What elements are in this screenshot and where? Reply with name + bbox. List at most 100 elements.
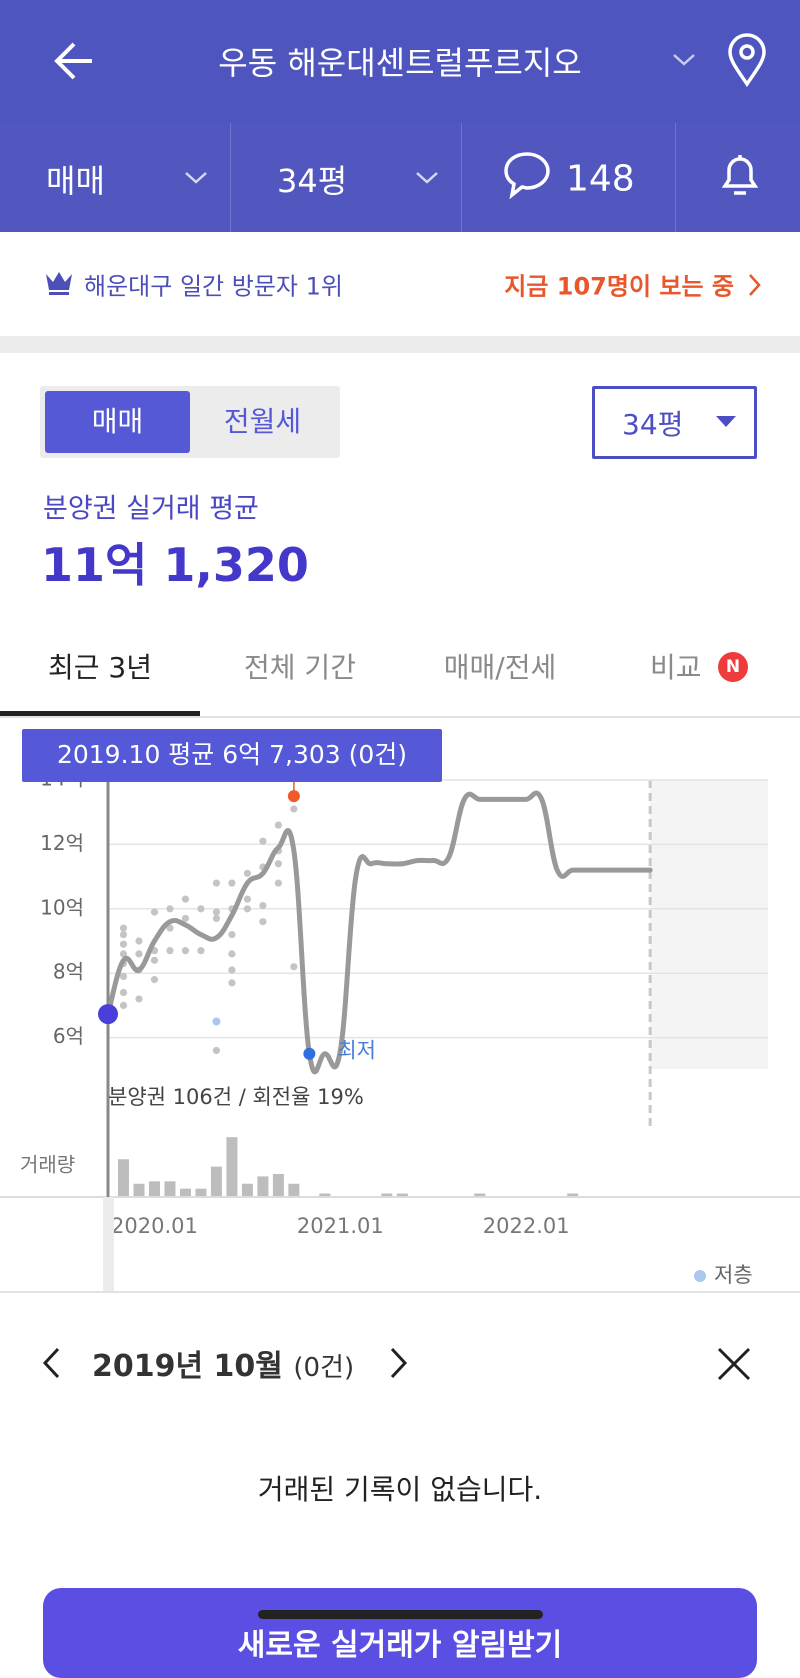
deal-dot <box>228 879 236 887</box>
alert-button-label[interactable]: 새로운 실거래가 알림받기 <box>237 1628 563 1663</box>
tooltip <box>22 729 442 782</box>
divider <box>461 123 462 232</box>
comment-icon[interactable] <box>502 150 552 200</box>
comment-count[interactable]: 148 <box>566 158 635 200</box>
filter-bar <box>0 123 800 232</box>
volume-bar <box>164 1181 176 1196</box>
deal-dot <box>150 908 159 916</box>
close-button[interactable] <box>716 1346 752 1382</box>
deal-dot <box>259 901 267 910</box>
deal-dot <box>274 821 282 829</box>
volume-bar <box>226 1137 238 1196</box>
dropdown-arrow <box>716 416 736 427</box>
deal-dot <box>119 972 128 981</box>
tab[interactable]: 매매/전세 <box>443 651 557 684</box>
legend-swatch <box>694 1270 706 1282</box>
crown-icon <box>46 272 72 295</box>
trade-type[interactable]: 매매 <box>46 162 105 200</box>
divider <box>0 1291 800 1293</box>
next-month[interactable] <box>386 1346 410 1380</box>
size-dropdown-box[interactable] <box>592 386 757 459</box>
toggle-option[interactable]: 전월세 <box>223 405 302 438</box>
deal-dot <box>228 950 236 958</box>
tab[interactable]: 비교 <box>650 651 702 684</box>
tab-underline <box>0 711 200 716</box>
volume-bar <box>195 1188 207 1196</box>
size-dropdown[interactable]: 34평 <box>622 408 684 441</box>
chevron <box>416 172 438 184</box>
deal-dot <box>243 895 252 903</box>
deal-dot <box>166 924 174 932</box>
cursor-strip <box>103 1197 114 1291</box>
tooltip-label: 2019.10 평균 6억 7,303 (0건) <box>57 740 407 769</box>
top-bar <box>0 0 800 123</box>
max-deal-dot <box>287 790 300 803</box>
size-filter[interactable]: 34평 <box>277 162 348 200</box>
toggle-option-selected[interactable]: 매매 <box>45 391 190 453</box>
volume-bar <box>288 1183 300 1196</box>
deal-dot <box>290 963 298 971</box>
detail-month: 2019년 10월 (0건) <box>92 1341 354 1385</box>
new-badge: N <box>718 652 748 682</box>
min-label: 최저 <box>337 1039 376 1063</box>
deal-dot <box>197 905 205 913</box>
deal-dot <box>119 950 128 958</box>
deal-dot <box>274 860 282 868</box>
future-area <box>650 780 768 1069</box>
deal-dot <box>212 914 221 923</box>
cursor-dot <box>98 1004 118 1025</box>
volume-bar <box>241 1183 253 1196</box>
divider <box>230 123 231 232</box>
tab-active[interactable]: 최근 3년 <box>48 651 152 684</box>
prev-month[interactable] <box>40 1346 64 1380</box>
empty-message: 거래된 기록이 없습니다. <box>257 1473 543 1506</box>
y-tick-label: 6억 <box>53 1024 84 1048</box>
price-value: 11억 1,320 <box>41 538 309 592</box>
price-chart: 6억8억10억12억14억2020.012021.012022.01거래량최저분… <box>0 729 800 1291</box>
deal-dot <box>119 930 128 939</box>
title: 우동 해운대센트럴푸르지오 <box>218 44 582 82</box>
deal-dot <box>212 1046 221 1055</box>
summary: 분양권 106건 / 회전율 19% <box>108 1085 364 1109</box>
live-viewers[interactable]: 지금 107명이 보는 중 <box>504 272 734 301</box>
deal-dot <box>228 966 236 974</box>
location-icon[interactable] <box>726 32 768 88</box>
deal-dot <box>119 1001 128 1010</box>
deal-dot <box>243 905 252 913</box>
deal-dot <box>259 918 267 926</box>
volume-bar <box>474 1193 486 1196</box>
x-tick-label: 2022.01 <box>483 1214 570 1238</box>
chevron-right <box>749 274 761 296</box>
deal-dot <box>166 905 174 913</box>
y-tick-label: 10억 <box>40 895 84 919</box>
title-dropdown[interactable] <box>672 52 696 68</box>
deal-dot <box>259 837 267 845</box>
deal-dot <box>119 924 128 932</box>
tab[interactable]: 전체 기간 <box>244 651 356 684</box>
volume-bar <box>210 1166 222 1196</box>
low-floor-dot <box>212 1017 221 1026</box>
deal-dot <box>150 976 159 984</box>
volume-bar <box>133 1183 145 1196</box>
x-tick-label: 2021.01 <box>297 1214 384 1238</box>
deal-dot <box>181 914 190 923</box>
deal-dot <box>290 805 298 813</box>
volume-label: 거래량 <box>20 1153 75 1177</box>
deal-dot <box>135 995 143 1003</box>
volume-bar <box>257 1176 269 1196</box>
deal-dot <box>181 947 190 955</box>
bell-icon[interactable] <box>718 150 762 200</box>
back-button[interactable] <box>52 38 98 84</box>
x-tick-label: 2020.01 <box>111 1214 198 1238</box>
deal-dot <box>119 988 128 997</box>
volume-bar <box>179 1188 191 1196</box>
price-line <box>105 790 653 1075</box>
deal-dot <box>150 956 159 964</box>
volume-bar <box>396 1193 408 1196</box>
month-count: (0건) <box>293 1353 355 1383</box>
y-tick-label: 12억 <box>40 831 84 855</box>
deal-dot <box>166 947 174 955</box>
deal-dot <box>212 908 221 916</box>
volume-bar <box>319 1193 331 1196</box>
